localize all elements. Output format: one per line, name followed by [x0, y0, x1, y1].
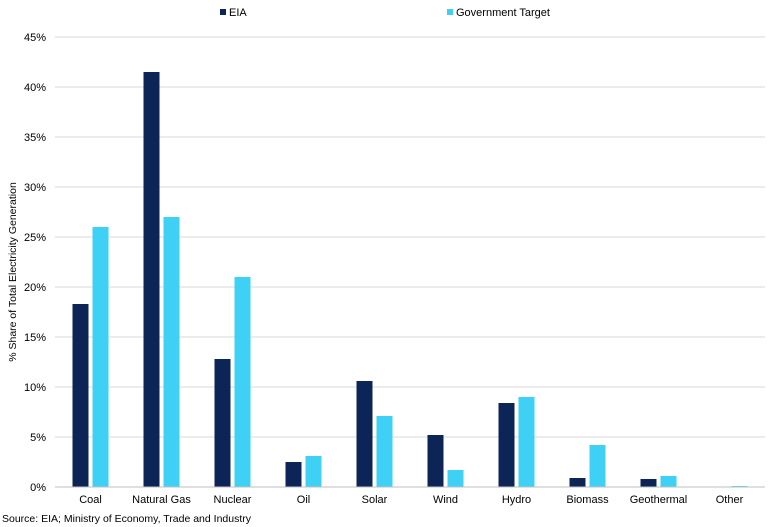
y-axis-title: % Share of Total Electricity Generation: [7, 182, 19, 362]
bar-eia-oil: [285, 462, 302, 487]
y-tick-label: 20%: [24, 282, 46, 294]
y-tick-label: 30%: [24, 182, 46, 194]
y-tick-label: 15%: [24, 332, 46, 344]
x-tick-label: Wind: [433, 494, 458, 506]
bars: [72, 72, 748, 487]
x-tick-label: Geothermal: [630, 494, 687, 506]
y-tick-label: 0%: [30, 482, 46, 494]
bar-government-target-oil: [305, 456, 322, 487]
y-tick-label: 35%: [24, 132, 46, 144]
legend-label: EIA: [229, 7, 247, 19]
bar-eia-biomass: [569, 478, 586, 487]
y-axis-ticks: 0% 5% 10% 15% 20% 25% 30% 35% 40% 45%: [24, 32, 46, 494]
bar-eia-solar: [356, 381, 373, 487]
bar-government-target-coal: [92, 227, 109, 487]
source-note: Source: EIA; Ministry of Economy, Trade …: [2, 513, 251, 525]
x-tick-label: Natural Gas: [132, 494, 191, 506]
bar-eia-hydro: [498, 403, 515, 487]
legend-swatch: [220, 9, 226, 15]
y-tick-label: 45%: [24, 32, 46, 44]
y-tick-label: 5%: [30, 432, 46, 444]
bar-government-target-nuclear: [234, 277, 251, 487]
bar-government-target-solar: [376, 416, 393, 487]
legend-label: Government Target: [456, 7, 550, 19]
bar-eia-natural-gas: [143, 72, 160, 487]
legend: EIA Government Target: [220, 7, 550, 19]
bar-government-target-hydro: [518, 397, 535, 487]
bar-government-target-geothermal: [660, 476, 677, 487]
y-tick-label: 25%: [24, 232, 46, 244]
x-tick-label: Other: [716, 494, 744, 506]
bar-government-target-natural-gas: [163, 217, 180, 487]
bar-eia-coal: [72, 304, 89, 487]
bar-eia-nuclear: [214, 359, 231, 487]
bar-eia-geothermal: [640, 479, 657, 487]
bar-government-target-biomass: [589, 445, 606, 487]
bar-eia-wind: [427, 435, 444, 487]
y-tick-label: 40%: [24, 82, 46, 94]
x-tick-label: Biomass: [566, 494, 609, 506]
gridlines: [55, 36, 765, 438]
x-axis-labels: Coal Natural Gas Nuclear Oil Solar Wind Hydro B…: [79, 494, 743, 506]
bar-government-target-wind: [447, 470, 464, 487]
legend-swatch: [447, 9, 453, 15]
x-tick-label: Hydro: [502, 494, 531, 506]
y-tick-label: 10%: [24, 382, 46, 394]
x-tick-label: Nuclear: [214, 494, 252, 506]
x-tick-label: Oil: [297, 494, 310, 506]
x-tick-label: Solar: [362, 494, 388, 506]
x-tick-label: Coal: [79, 494, 102, 506]
